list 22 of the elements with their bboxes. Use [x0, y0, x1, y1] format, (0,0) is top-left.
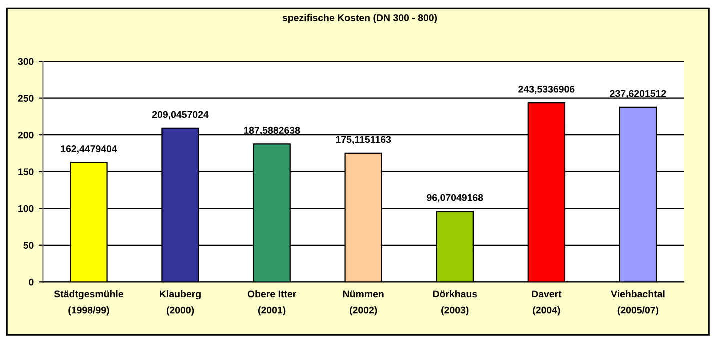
data-label: 237,6201512: [610, 90, 666, 99]
x-tick-label: Klauberg (2000): [160, 290, 201, 316]
data-label: 187,5882638: [244, 127, 300, 136]
data-label: 243,5336906: [518, 86, 575, 94]
data-label: 209,0457024: [152, 111, 209, 120]
x-tick-label: Nümmen (2002): [343, 290, 384, 316]
chart-title: spezifische Kosten (DN 300 - 800): [282, 14, 438, 24]
y-tick-label: 150: [18, 168, 34, 176]
x-tick-label: Dörkhaus (2003): [433, 290, 478, 316]
x-tick-label: Viehbachtal (2005/07): [611, 290, 665, 316]
x-tick-label: Obere Itter (2001): [248, 290, 296, 316]
y-tick-label: 200: [18, 132, 34, 139]
y-tick-label: 300: [18, 58, 34, 66]
y-tick-label: 100: [18, 205, 34, 212]
x-tick-label: Davert (2004): [532, 290, 562, 316]
y-tick-label: 0: [29, 278, 34, 286]
data-label: 162,4479404: [61, 146, 118, 154]
data-label: 175,1151163: [336, 136, 392, 145]
x-tick-label: Städtgesmühle (1998/99): [54, 290, 124, 316]
y-tick-label: 50: [24, 242, 34, 250]
data-label: 96,07049168: [427, 194, 484, 203]
y-tick-label: 250: [18, 95, 34, 102]
